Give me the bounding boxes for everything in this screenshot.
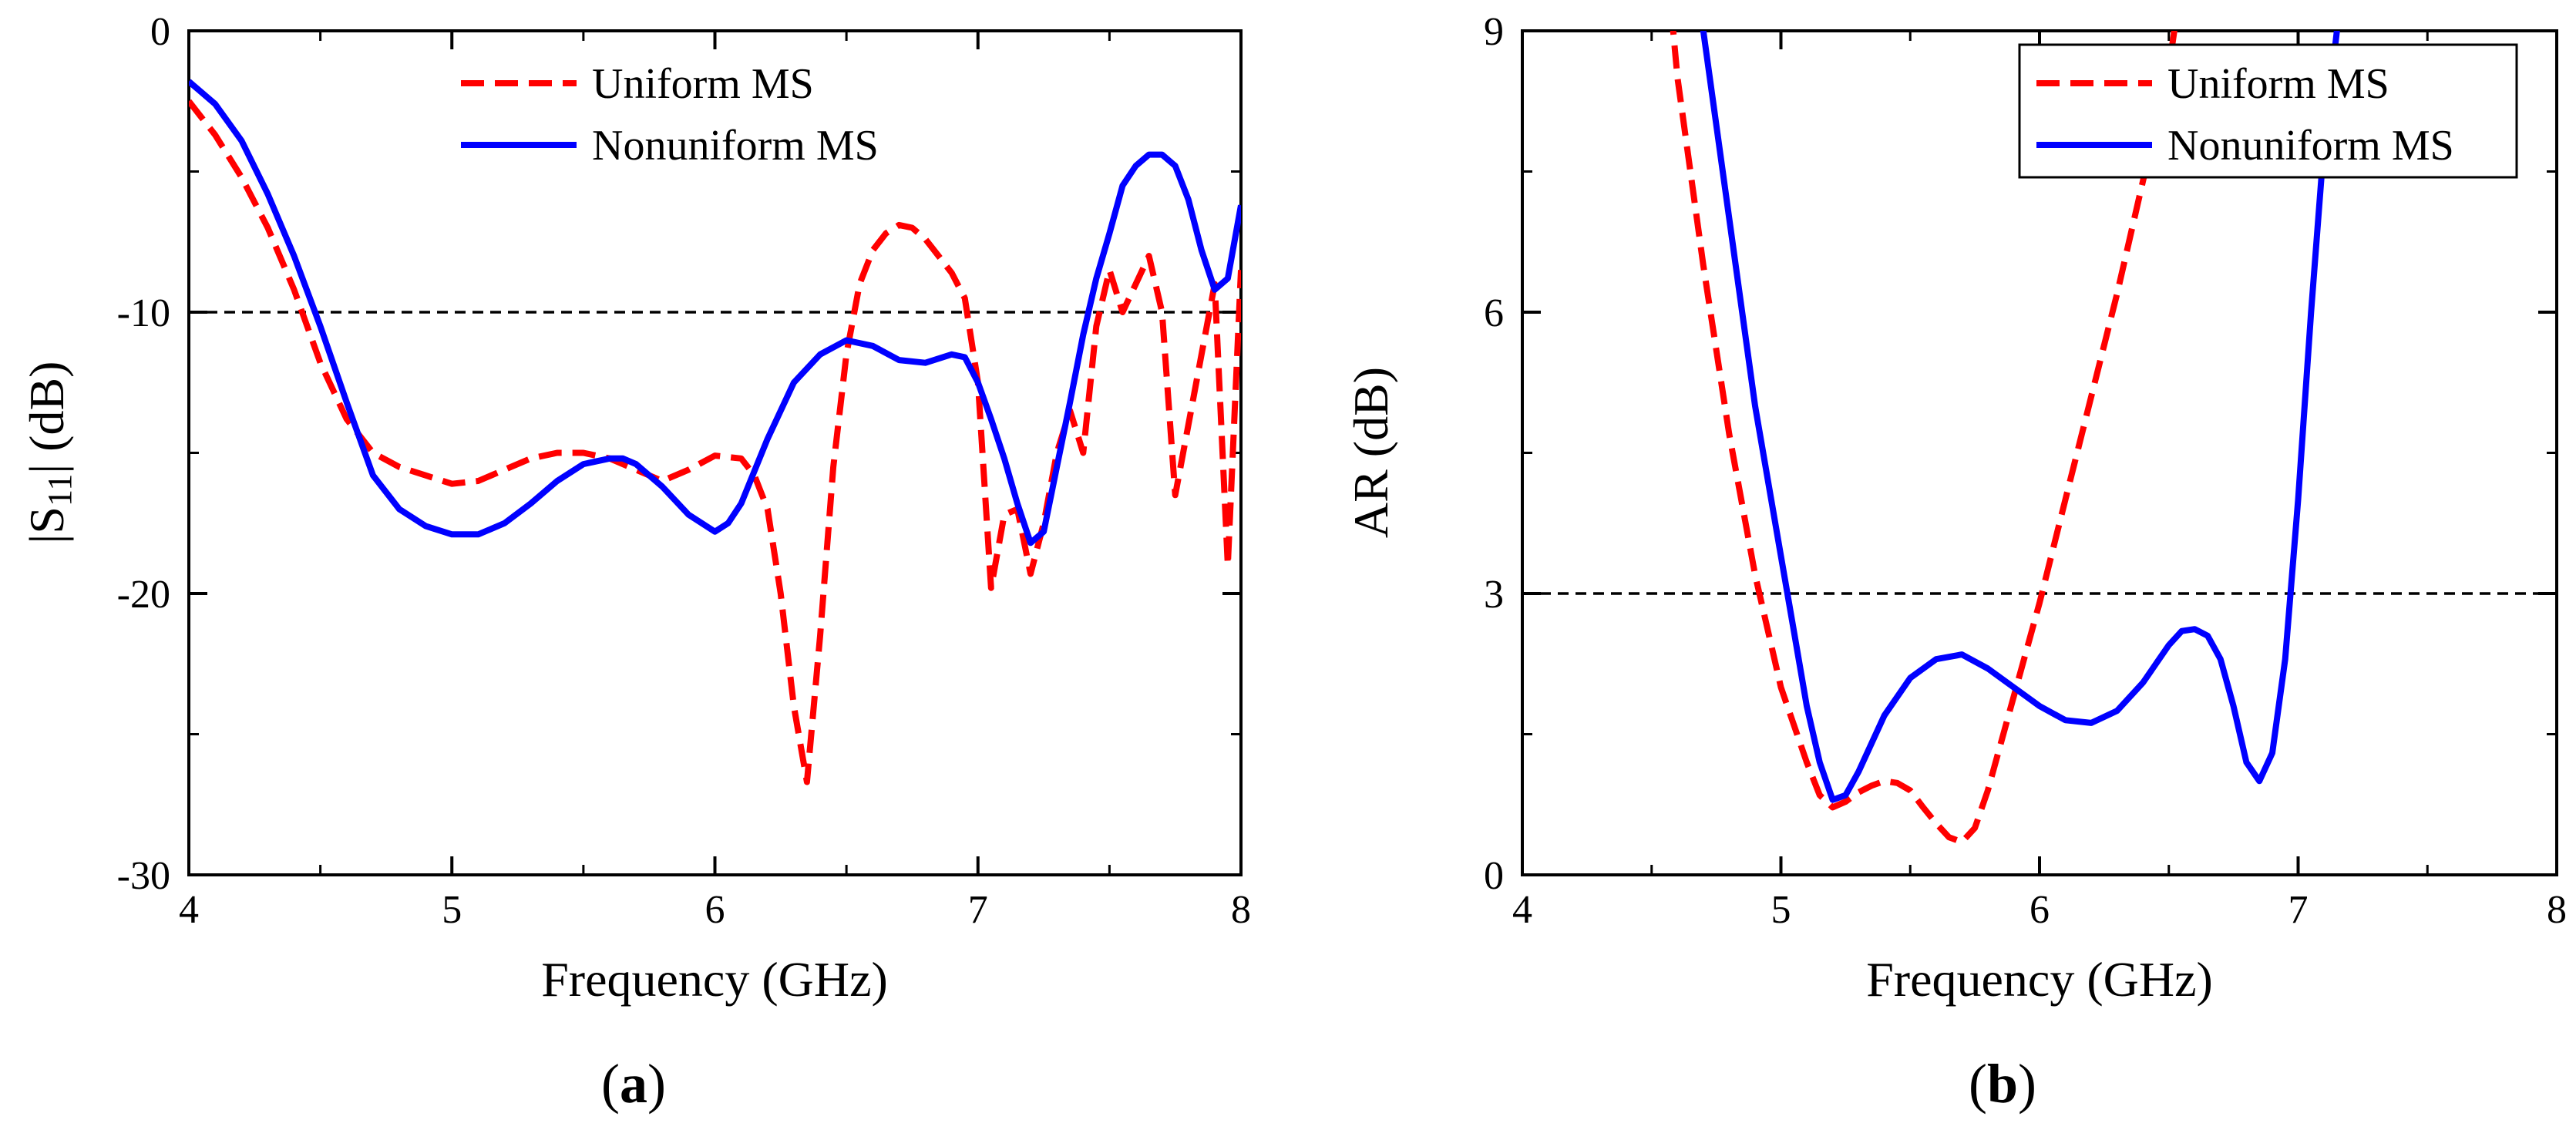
y-tick-label-a: 0 [150, 10, 170, 54]
caption-b: (b) [1969, 1053, 2036, 1115]
y-tick-label-a: -10 [117, 291, 170, 335]
legend-label-a-uniform: Uniform MS [592, 60, 814, 108]
caption-b-letter: b [1987, 1053, 2018, 1115]
x-tick-label-b: 5 [1771, 888, 1791, 932]
x-tick-label-a: 8 [1231, 888, 1251, 932]
y-tick-label-b: 3 [1484, 573, 1504, 617]
x-tick-label-b: 4 [1512, 888, 1532, 932]
x-tick-label-b: 7 [2288, 888, 2309, 932]
y-axis-label-b: AR (dB) [1343, 367, 1398, 538]
caption-a: (a) [601, 1053, 666, 1115]
caption-a-letter: a [620, 1053, 647, 1115]
caption-a-close: ) [647, 1053, 666, 1115]
x-tick-label-a: 5 [442, 888, 462, 932]
series-b [1670, 31, 2340, 846]
caption-a-open: ( [601, 1053, 620, 1115]
series-line-a-nonuniform [189, 79, 1241, 547]
caption-b-open: ( [1969, 1053, 1987, 1115]
y-axis-label-a-subscript: 11 [41, 474, 79, 506]
legend-b: Uniform MS Nonuniform MS [2018, 43, 2518, 179]
y-axis-label-a-suffix: | (dB) [19, 362, 74, 474]
series-line-b-uniform [1670, 31, 2177, 846]
y-axis-label-a-prefix: |S [19, 506, 74, 543]
series-a [189, 79, 1241, 785]
y-axis-label-a: |S11| (dB) [19, 362, 79, 544]
x-tick-label-b: 8 [2547, 888, 2567, 932]
x-axis-label-a: Frequency (GHz) [541, 952, 888, 1007]
ticks-a: 4 5 6 7 8 -30 -20 -10 0 [117, 10, 1251, 932]
legend-label-b-uniform: Uniform MS [2167, 60, 2389, 108]
ticks-b: 4 5 6 7 8 0 3 6 9 [1484, 10, 2567, 932]
chart-b: 4 5 6 7 8 0 3 6 9 Uniform MS Nonuniform MS Freque… [1343, 10, 2567, 1115]
legend-label-b-nonuniform: Nonuniform MS [2167, 122, 2454, 170]
y-tick-label-b: 0 [1484, 854, 1504, 898]
x-axis-label-b: Frequency (GHz) [1866, 952, 2213, 1007]
x-tick-label-a: 7 [968, 888, 988, 932]
x-tick-label-a: 6 [705, 888, 725, 932]
y-tick-label-b: 6 [1484, 291, 1504, 335]
x-tick-label-b: 6 [2030, 888, 2050, 932]
y-tick-label-a: -30 [117, 854, 170, 898]
legend-a: Uniform MS Nonuniform MS [461, 60, 879, 170]
y-tick-label-a: -20 [117, 573, 170, 617]
series-line-a-uniform [189, 99, 1241, 785]
legend-box-b [2018, 43, 2518, 179]
legend-label-a-nonuniform: Nonuniform MS [592, 122, 879, 170]
caption-b-close: ) [2018, 1053, 2036, 1115]
x-tick-label-a: 4 [179, 888, 199, 932]
y-tick-label-b: 9 [1484, 10, 1504, 54]
series-line-b-nonuniform [1700, 31, 2340, 803]
